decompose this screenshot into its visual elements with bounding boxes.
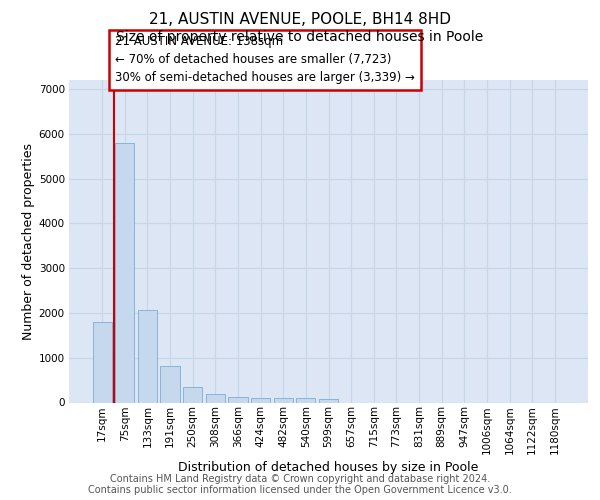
Bar xyxy=(183,388,202,402)
Bar xyxy=(92,322,112,402)
Bar xyxy=(115,142,134,402)
Bar xyxy=(206,394,225,402)
Text: Contains public sector information licensed under the Open Government Licence v3: Contains public sector information licen… xyxy=(88,485,512,495)
Bar xyxy=(296,398,316,402)
Bar xyxy=(160,366,180,403)
Bar xyxy=(274,398,293,402)
Text: 21, AUSTIN AVENUE, POOLE, BH14 8HD: 21, AUSTIN AVENUE, POOLE, BH14 8HD xyxy=(149,12,451,28)
X-axis label: Distribution of detached houses by size in Poole: Distribution of detached houses by size … xyxy=(178,461,479,474)
Bar xyxy=(138,310,157,402)
Text: Contains HM Land Registry data © Crown copyright and database right 2024.: Contains HM Land Registry data © Crown c… xyxy=(110,474,490,484)
Bar xyxy=(229,396,248,402)
Bar xyxy=(251,398,270,402)
Text: 21 AUSTIN AVENUE: 138sqm
← 70% of detached houses are smaller (7,723)
30% of sem: 21 AUSTIN AVENUE: 138sqm ← 70% of detach… xyxy=(115,36,415,84)
Bar xyxy=(319,399,338,402)
Text: Size of property relative to detached houses in Poole: Size of property relative to detached ho… xyxy=(116,30,484,44)
Y-axis label: Number of detached properties: Number of detached properties xyxy=(22,143,35,340)
